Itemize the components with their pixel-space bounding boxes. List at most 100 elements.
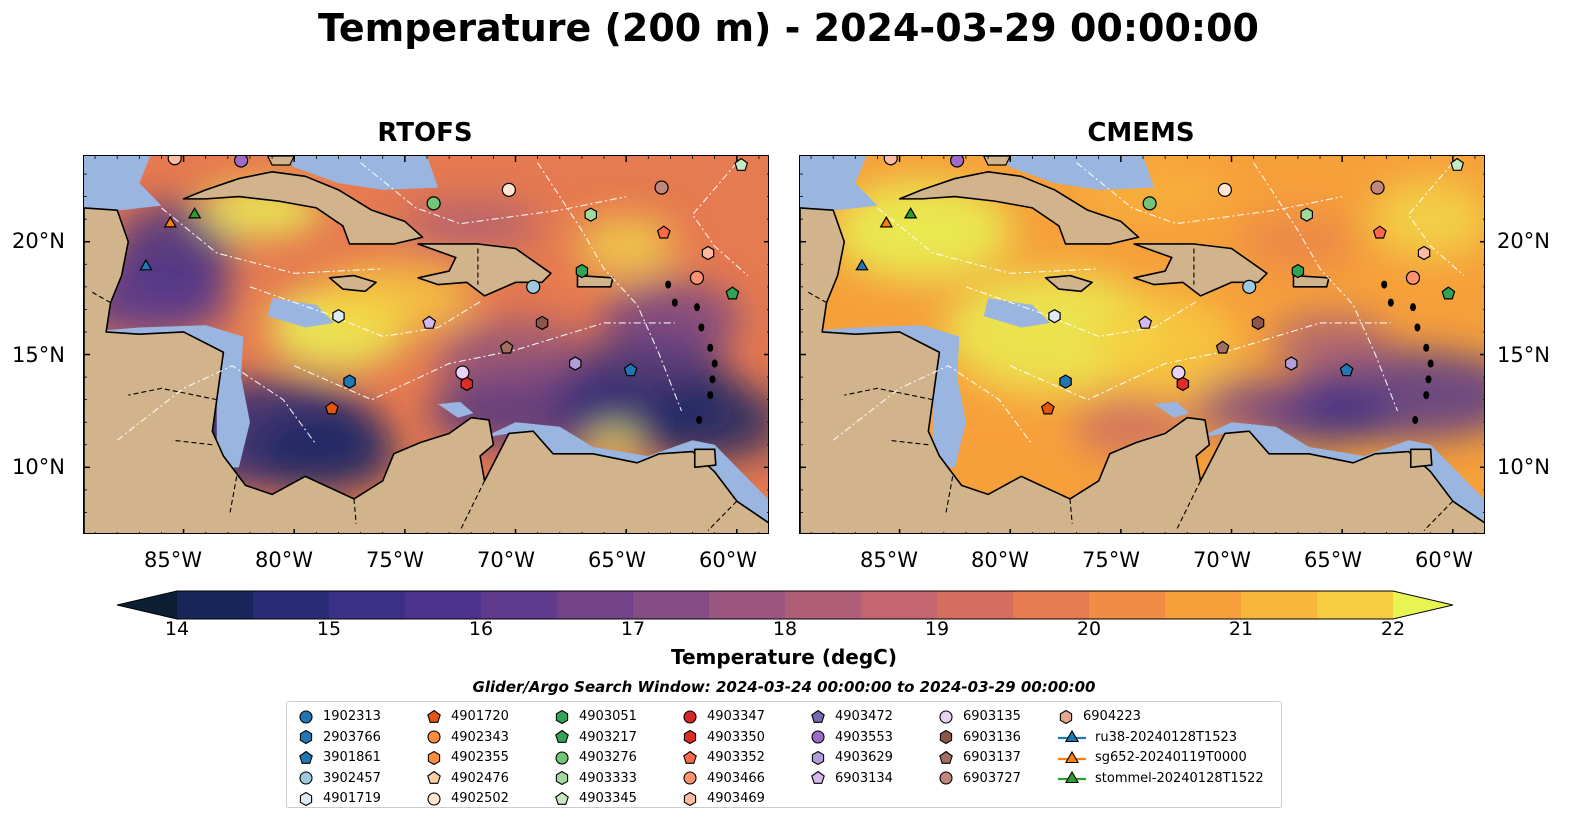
eez-boundary (965, 286, 1199, 338)
float-marker[interactable] (501, 182, 516, 197)
glider-stommel[interactable] (187, 207, 202, 219)
colorbar-bin (1317, 591, 1394, 619)
lat-label-right: 15°N (1497, 343, 1550, 367)
shallow-shelf (800, 156, 878, 211)
float-marker[interactable] (422, 315, 437, 329)
float-marker[interactable] (1251, 315, 1265, 331)
legend-item: 4902355 (425, 747, 509, 768)
float-marker[interactable] (1142, 196, 1157, 211)
float-marker[interactable] (1171, 365, 1186, 380)
legend-label: 4903466 (707, 770, 765, 786)
float-marker[interactable] (1048, 309, 1061, 324)
float-marker[interactable] (569, 356, 582, 371)
colorbar-bin (633, 591, 710, 619)
legend-marker (427, 709, 441, 723)
float-marker[interactable] (499, 340, 514, 354)
float-marker[interactable] (1176, 376, 1190, 392)
eez-boundary (832, 365, 1033, 446)
float-marker[interactable] (689, 270, 705, 285)
float-marker[interactable] (1059, 374, 1072, 389)
legend-label: 4903629 (835, 750, 893, 765)
float-marker[interactable] (1370, 180, 1385, 195)
float-marker[interactable] (526, 279, 541, 294)
legend-item: 4901719 (297, 788, 381, 809)
float-marker[interactable] (1138, 315, 1153, 329)
float-marker[interactable] (623, 363, 638, 377)
land-bahamas (983, 156, 1011, 166)
land-puertorico (1292, 274, 1330, 288)
colorbar-bin (937, 591, 1014, 619)
float-marker[interactable] (455, 365, 470, 380)
float-marker[interactable] (1372, 225, 1387, 239)
island (665, 280, 672, 289)
map-rtofs[interactable] (83, 155, 769, 534)
colorbar-tick-label: 20 (1076, 618, 1102, 640)
legend-marker (555, 750, 569, 765)
float-marker[interactable] (343, 374, 356, 389)
float-marker[interactable] (1242, 279, 1257, 294)
legend-marker (1058, 770, 1086, 784)
legend-label: 4903469 (707, 791, 765, 806)
glider-stommel[interactable] (903, 207, 918, 219)
float-marker[interactable] (426, 196, 441, 211)
country-border (888, 439, 929, 446)
temperature-field (831, 167, 1484, 462)
colorbar-ticks: 14 15 16 17 18 19 20 21 22 (0, 618, 1577, 648)
legend-item: 4903350 (681, 727, 765, 748)
float-marker[interactable] (1450, 157, 1465, 171)
float-marker[interactable] (460, 376, 474, 392)
lon-label: 85°W (860, 548, 918, 572)
float-marker[interactable] (1215, 340, 1230, 354)
float-marker[interactable] (1217, 182, 1232, 197)
legend-item: 4902476 (425, 768, 509, 789)
float-marker[interactable] (1300, 207, 1314, 222)
float-marker[interactable] (1441, 286, 1456, 300)
island (1414, 323, 1421, 332)
float-marker[interactable] (654, 180, 669, 195)
float-marker[interactable] (1291, 263, 1305, 279)
eez-boundary (249, 286, 483, 338)
legend-marker (299, 791, 313, 806)
float-marker[interactable] (656, 225, 671, 239)
country-border (707, 500, 738, 531)
map-cmems[interactable] (799, 155, 1485, 534)
float-marker[interactable] (950, 156, 965, 168)
float-marker[interactable] (725, 286, 740, 300)
legend-label: 4903347 (707, 709, 765, 724)
float-marker[interactable] (167, 156, 182, 166)
float-marker[interactable] (883, 156, 898, 166)
float-marker[interactable] (1285, 356, 1298, 371)
country-border (1069, 498, 1073, 524)
legend-marker (683, 729, 697, 745)
float-marker[interactable] (734, 157, 749, 171)
land-central (800, 207, 1484, 533)
legend-item: 4903629 (809, 747, 893, 768)
float-marker[interactable] (1405, 270, 1421, 285)
legend-label: 4903051 (579, 709, 637, 724)
float-marker[interactable] (575, 263, 589, 279)
float-marker[interactable] (324, 401, 339, 415)
legend-item: 4901720 (425, 706, 509, 727)
legend-label: 4903352 (707, 750, 765, 765)
float-marker[interactable] (1040, 401, 1055, 415)
float-marker[interactable] (332, 309, 345, 324)
lat-label-right: 20°N (1497, 229, 1550, 253)
colorbar-bin (785, 591, 862, 619)
glider-sg652[interactable] (163, 215, 177, 228)
legend-label: sg652-20240119T0000 (1095, 750, 1247, 765)
glider-ru38[interactable] (139, 258, 153, 271)
float-marker[interactable] (1417, 245, 1431, 261)
legend-item: ru38-20240128T1523 (1057, 727, 1237, 748)
legend-title: Glider/Argo Search Window: 2024-03-24 00… (472, 678, 1096, 696)
float-marker[interactable] (234, 156, 249, 168)
float-marker[interactable] (584, 207, 598, 222)
float-marker[interactable] (701, 245, 715, 261)
legend-marker (811, 770, 825, 784)
glider-sg652[interactable] (879, 215, 893, 228)
glider-ru38[interactable] (855, 258, 869, 271)
island (1425, 375, 1432, 384)
float-marker[interactable] (1339, 363, 1354, 377)
lon-label: 80°W (971, 548, 1029, 572)
colorbar-bin (557, 591, 634, 619)
float-marker[interactable] (535, 315, 549, 331)
